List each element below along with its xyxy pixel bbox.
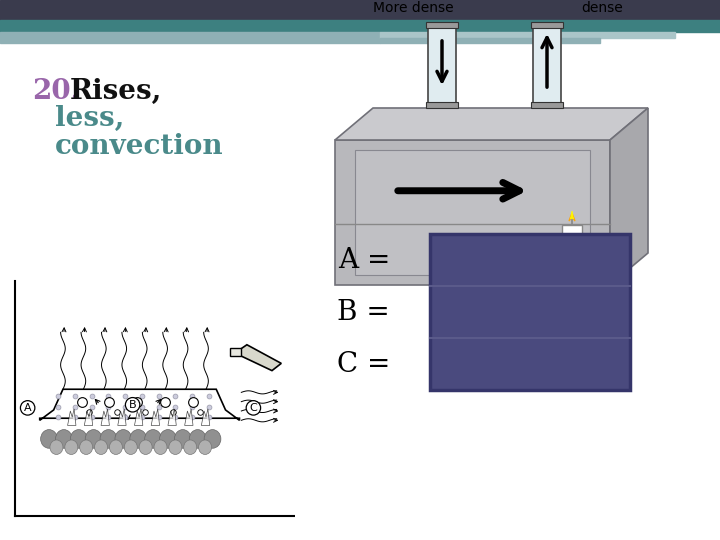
Bar	[430, 234, 630, 390]
Text: A =: A =	[338, 246, 390, 273]
Bar	[426, 22, 458, 28]
Polygon shape	[118, 409, 126, 426]
Text: Rises,: Rises,	[70, 78, 163, 105]
Circle shape	[139, 440, 152, 455]
Polygon shape	[235, 345, 282, 370]
Bar	[533, 23, 561, 108]
Bar	[428, 23, 456, 108]
Text: convection: convection	[55, 133, 224, 160]
Polygon shape	[40, 389, 240, 420]
Bar	[562, 225, 582, 273]
Circle shape	[100, 430, 117, 448]
Bar	[380, 38, 600, 43]
Polygon shape	[68, 409, 76, 426]
Bar	[335, 140, 610, 285]
Circle shape	[204, 430, 221, 448]
Polygon shape	[168, 409, 176, 426]
Text: Cool,
More dense: Cool, More dense	[373, 0, 454, 15]
Bar	[380, 32, 675, 38]
Bar	[531, 102, 563, 108]
Bar	[426, 102, 458, 108]
Circle shape	[85, 430, 102, 448]
Circle shape	[94, 440, 107, 455]
Text: Warm, less
dense: Warm, less dense	[581, 0, 657, 15]
Text: B =: B =	[337, 299, 390, 326]
Circle shape	[160, 430, 176, 448]
Bar	[0, 0, 720, 20]
Circle shape	[115, 430, 132, 448]
Bar	[531, 22, 563, 28]
Polygon shape	[610, 108, 648, 285]
Circle shape	[199, 440, 212, 455]
Text: 20.: 20.	[32, 78, 80, 105]
Circle shape	[71, 430, 87, 448]
Polygon shape	[101, 409, 109, 426]
Polygon shape	[571, 211, 573, 219]
Circle shape	[174, 430, 191, 448]
Circle shape	[154, 440, 167, 455]
Polygon shape	[202, 409, 210, 426]
Circle shape	[109, 440, 122, 455]
Text: A: A	[24, 403, 32, 413]
Bar	[560, 265, 584, 273]
Polygon shape	[84, 409, 93, 426]
Text: C: C	[250, 403, 257, 413]
Circle shape	[65, 440, 78, 455]
Circle shape	[40, 430, 58, 448]
Circle shape	[55, 430, 72, 448]
Polygon shape	[151, 409, 160, 426]
Polygon shape	[335, 108, 648, 140]
Bar	[355, 150, 590, 275]
Bar	[230, 348, 241, 356]
Text: less,: less,	[55, 105, 125, 132]
Circle shape	[130, 430, 147, 448]
Text: B: B	[129, 400, 136, 410]
Bar	[0, 20, 720, 32]
Circle shape	[80, 440, 93, 455]
Polygon shape	[569, 213, 575, 221]
Circle shape	[189, 430, 206, 448]
Text: C =: C =	[337, 350, 390, 377]
Polygon shape	[184, 409, 193, 426]
Polygon shape	[135, 409, 143, 426]
Circle shape	[184, 440, 197, 455]
Circle shape	[169, 440, 182, 455]
Circle shape	[50, 440, 63, 455]
Circle shape	[125, 440, 138, 455]
Bar	[0, 32, 380, 43]
Circle shape	[145, 430, 161, 448]
